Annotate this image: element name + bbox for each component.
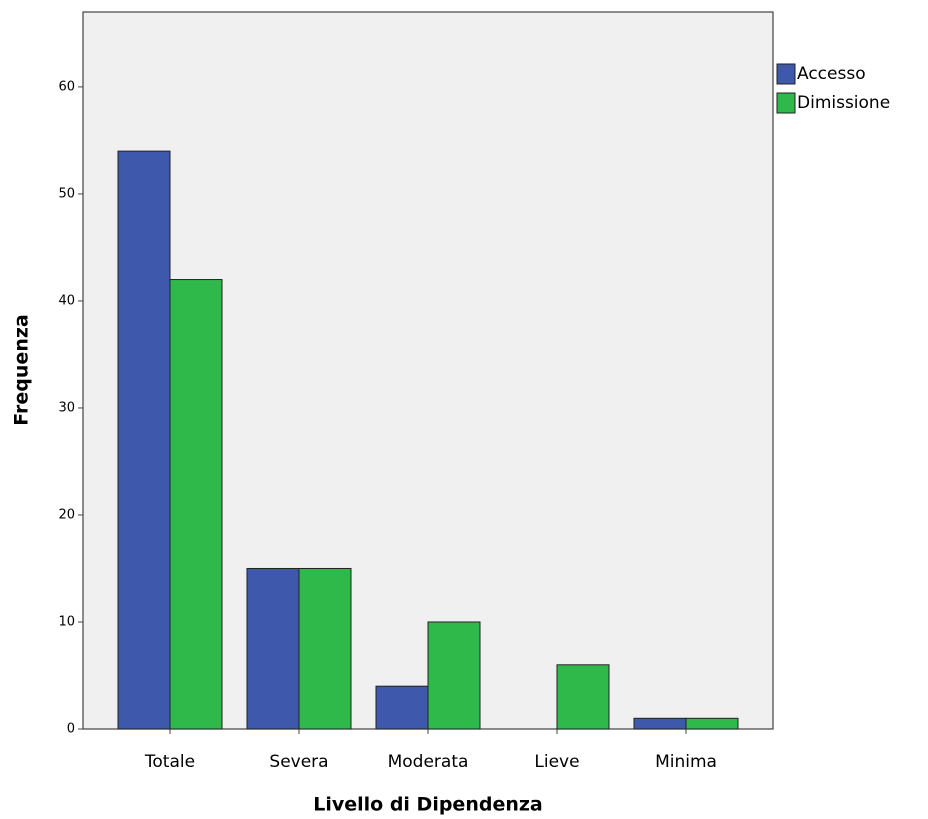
- x-tick-label: Severa: [269, 752, 328, 772]
- legend-swatch: [776, 63, 796, 85]
- x-tick-label: Totale: [144, 752, 195, 772]
- bar: [685, 717, 739, 730]
- y-tick-label: 40: [58, 293, 75, 308]
- legend-label: Dimissione: [797, 93, 890, 113]
- bar: [246, 567, 300, 730]
- bar: [427, 621, 481, 730]
- legend-label: Accesso: [797, 64, 866, 84]
- y-axis-title: Frequenza: [11, 314, 33, 425]
- y-tick-label: 10: [58, 614, 75, 629]
- y-tick-label: 20: [58, 507, 75, 522]
- bar: [556, 664, 610, 730]
- x-tick-label: Minima: [655, 752, 717, 772]
- bar: [375, 685, 429, 730]
- y-tick-label: 60: [58, 79, 75, 94]
- x-axis-title: Livello di Dipendenza: [313, 794, 543, 816]
- x-tick-label: Lieve: [534, 752, 579, 772]
- bar: [633, 717, 687, 730]
- y-tick-label: 30: [58, 400, 75, 415]
- y-tick-label: 50: [58, 186, 75, 201]
- bar: [117, 150, 171, 730]
- x-tick-label: Moderata: [388, 752, 469, 772]
- y-tick-label: 0: [67, 722, 75, 737]
- bar: [298, 567, 352, 730]
- bar: [169, 279, 223, 730]
- legend-swatch: [776, 92, 796, 114]
